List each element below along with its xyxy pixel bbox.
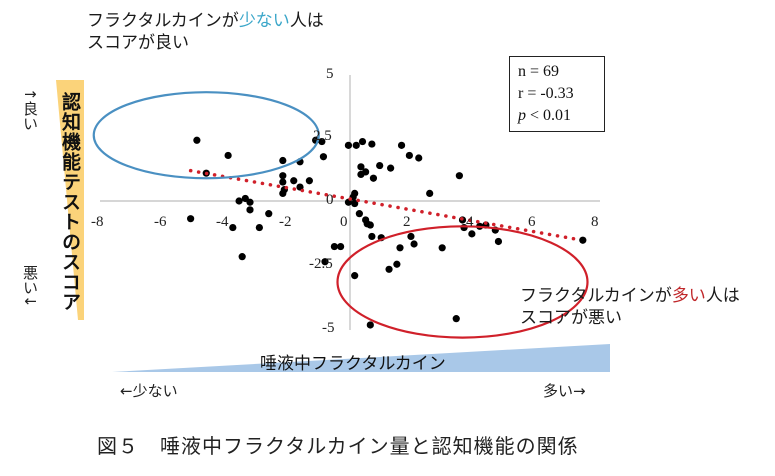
p-symbol: p: [518, 107, 526, 124]
x-axis-gradient-bar: [112, 344, 610, 372]
x-tick: 2: [403, 214, 411, 230]
y-axis-gradient-bar: [56, 80, 84, 320]
stat-n: n = 69: [518, 63, 560, 80]
x-tick: 6: [528, 214, 536, 230]
data-point: [494, 237, 503, 246]
p-value: < 0.01: [526, 107, 572, 124]
x-tick: 0: [340, 214, 348, 230]
data-point: [319, 153, 328, 161]
ellipse-red: [336, 225, 589, 339]
data-point: [366, 321, 374, 329]
annotation-bottom-right-line1: フラクタルカインが多い人は: [520, 285, 740, 307]
data-point: [357, 163, 365, 171]
ellipse-blue: [92, 91, 320, 180]
data-point: [387, 164, 395, 172]
highlight-many: 多い: [671, 286, 706, 306]
data-point: [410, 240, 418, 248]
data-point: [393, 260, 401, 268]
data-point: [279, 172, 287, 180]
data-point: [235, 197, 243, 205]
x-axis-left-hint: ←少ない: [120, 382, 178, 400]
data-point: [426, 189, 434, 198]
x-tick: 8: [591, 214, 599, 230]
x-tick: -2: [279, 214, 292, 230]
data-point: [246, 198, 254, 206]
data-point: [318, 137, 326, 146]
annotation-text: 人は: [705, 286, 740, 306]
data-point: [362, 168, 370, 176]
annotation-bottom-right-line2: スコアが悪い: [520, 308, 622, 328]
x-axis-right-hint: 多い→: [543, 382, 586, 400]
data-point: [396, 244, 404, 252]
stat-r: r = -0.33: [518, 85, 574, 102]
data-point: [397, 141, 406, 149]
annotation-text: フラクタルカインが: [520, 286, 672, 306]
stat-p: p < 0.01: [518, 105, 596, 127]
data-point: [368, 232, 376, 241]
data-point: [279, 178, 287, 186]
annotation-top-left: フラクタルカインが少ない人は スコアが良い: [87, 10, 324, 54]
data-point: [229, 223, 237, 232]
data-point: [376, 161, 384, 170]
trendline-dotted: [188, 168, 577, 241]
data-point: [351, 272, 359, 280]
data-point: [193, 136, 201, 144]
data-point: [337, 242, 345, 251]
data-point: [415, 154, 423, 162]
data-point: [305, 177, 313, 185]
annotation-text: 人は: [289, 11, 324, 31]
data-point: [405, 151, 413, 160]
data-point: [358, 137, 367, 146]
x-tick: -8: [91, 214, 104, 230]
y-tick: 5: [326, 66, 334, 82]
y-tick: 0: [326, 192, 334, 208]
highlight-ellipses: [92, 91, 589, 339]
annotation-bottom-right: フラクタルカインが多い人は スコアが悪い: [520, 285, 740, 329]
y-axis-label: 認知機能テストのスコア: [59, 92, 81, 312]
data-point: [468, 230, 476, 238]
y-axis-top-hint: ↑良い: [21, 88, 39, 131]
y-tick: 2.5: [313, 128, 332, 144]
y-tick: -5: [322, 320, 335, 336]
data-point: [279, 156, 287, 165]
data-point: [255, 223, 263, 232]
annotation-text: フラクタルカインが: [87, 11, 239, 31]
data-point: [321, 258, 329, 266]
figure-caption: 図５ 唾液中フラクタルカイン量と認知機能の関係: [97, 434, 579, 458]
data-point: [279, 189, 287, 198]
data-point: [224, 151, 232, 160]
data-point: [407, 232, 415, 241]
data-point: [265, 210, 273, 218]
data-point: [238, 253, 246, 261]
data-point: [187, 215, 195, 223]
data-point: [330, 242, 338, 251]
highlight-few: 少ない: [238, 11, 290, 31]
data-point: [579, 236, 587, 244]
x-axis-label: 唾液中フラクタルカイン: [260, 354, 446, 374]
data-point: [368, 140, 376, 148]
data-point: [385, 265, 393, 273]
data-point: [455, 172, 463, 180]
data-point: [438, 244, 446, 252]
data-point: [452, 315, 460, 323]
annotation-top-left-line2: スコアが良い: [87, 33, 189, 53]
y-axis-bottom-hint: 悪い↓: [21, 265, 39, 308]
data-point: [366, 221, 374, 229]
x-tick: -4: [216, 214, 229, 230]
annotation-top-left-line1: フラクタルカインが少ない人は: [87, 10, 324, 32]
data-point: [352, 141, 360, 149]
data-point: [246, 206, 254, 214]
trendline: [188, 168, 577, 241]
data-point: [351, 199, 359, 208]
x-tick: -6: [154, 214, 167, 230]
data-point: [355, 210, 363, 218]
data-point: [290, 177, 298, 185]
data-point: [344, 141, 353, 149]
data-point: [369, 174, 378, 182]
stats-box: n = 69 r = -0.33 p < 0.01: [509, 56, 605, 132]
x-tick: 4: [466, 214, 474, 230]
y-tick: -2.5: [309, 256, 333, 272]
